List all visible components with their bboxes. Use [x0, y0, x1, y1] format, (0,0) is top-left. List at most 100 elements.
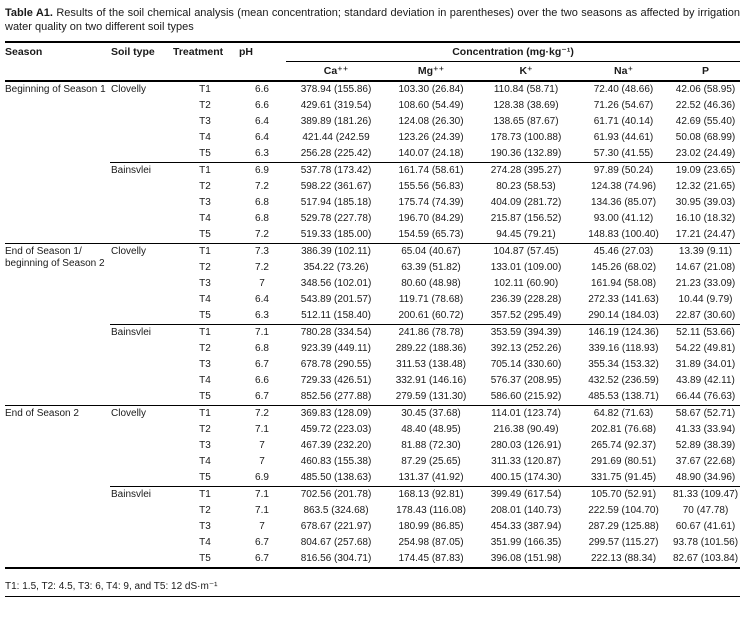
mg-cell: 140.07 (24.18) — [398, 148, 464, 159]
na-cell: 146.19 (124.36) — [576, 324, 671, 341]
ca-cell: 923.39 (449.11) — [301, 343, 371, 354]
mg-cell: 87.29 (25.65) — [401, 456, 461, 467]
k-cell: 128.38 (38.69) — [493, 100, 559, 111]
ca-cell: 386.39 (102.11) — [286, 243, 386, 260]
mg-cell: 279.59 (131.30) — [395, 391, 467, 402]
na-cell: 161.94 (58.08) — [590, 278, 657, 289]
treatment-cell: T1 — [172, 486, 238, 503]
treatment-cell: T4 — [199, 537, 211, 548]
treatment-cell: T5 — [199, 472, 211, 483]
treatment-cell: T5 — [199, 148, 211, 159]
ph-cell: 7.1 — [238, 486, 286, 503]
ph-cell: 6.7 — [255, 391, 269, 402]
treatment-cell: T5 — [199, 229, 211, 240]
table-caption-text: Results of the soil chemical analysis (m… — [5, 7, 740, 33]
ca-cell: 529.78 (227.78) — [300, 213, 372, 224]
p-cell: 10.44 (9.79) — [678, 294, 733, 305]
mg-cell: 155.56 (56.83) — [398, 181, 464, 192]
k-cell: 216.38 (90.49) — [493, 424, 559, 435]
ca-cell: 485.50 (138.63) — [300, 472, 372, 483]
mg-cell: 241.86 (78.78) — [386, 324, 476, 341]
season-cell: Beginning of Season 1 — [5, 84, 106, 95]
treatment-cell: T3 — [199, 359, 211, 370]
soil-type-cell: Clovelly — [111, 84, 147, 95]
ph-cell: 6.6 — [255, 100, 269, 111]
p-cell: 14.67 (21.08) — [675, 262, 736, 273]
ph-cell: 6.7 — [255, 359, 269, 370]
k-cell: 236.39 (228.28) — [490, 294, 562, 305]
ca-cell: 863.5 (324.68) — [303, 505, 369, 516]
treatment-cell: T4 — [199, 132, 211, 143]
mg-cell: 178.43 (116.08) — [396, 505, 466, 516]
mg-cell: 200.61 (60.72) — [398, 310, 464, 321]
p-cell: 19.09 (23.65) — [671, 162, 741, 179]
table-row: T4 6.4 543.89 (201.57) 119.71 (78.68) 236.39… — [5, 292, 740, 308]
treatment-cell: T2 — [199, 100, 211, 111]
k-cell: 215.87 (156.52) — [490, 213, 562, 224]
k-cell: 311.33 (120.87) — [491, 456, 561, 467]
ca-cell: 512.11 (158.40) — [301, 310, 371, 321]
table-row: Bainsvlei T1 7.1 702.56 (201.78) 168.13 (92.… — [5, 486, 741, 568]
treatment-cell: T4 — [199, 213, 211, 224]
ca-cell: 460.83 (155.38) — [300, 456, 372, 467]
treatment-cell: T2 — [199, 424, 211, 435]
na-cell: 331.75 (91.45) — [590, 472, 657, 483]
ca-cell: 354.22 (73.26) — [303, 262, 369, 273]
ca-cell: 369.83 (128.09) — [286, 405, 386, 422]
mg-cell: 180.99 (86.85) — [398, 521, 464, 532]
ph-cell: 6.8 — [255, 197, 269, 208]
table-row: T2 6.6 429.61 (319.54) 108.60 (54.49) 128.38… — [5, 98, 740, 114]
table-row: T2 7.1 863.5 (324.68) 178.43 (116.08) 208.01… — [5, 503, 740, 519]
na-cell: 290.14 (184.03) — [588, 310, 659, 321]
k-cell: 351.99 (166.35) — [490, 537, 562, 548]
k-cell: 94.45 (79.21) — [496, 229, 556, 240]
p-cell: 17.21 (24.47) — [675, 229, 736, 240]
na-cell: 148.83 (100.40) — [588, 229, 659, 240]
p-cell: 42.69 (55.40) — [675, 116, 736, 127]
ca-cell: 702.56 (201.78) — [286, 486, 386, 503]
p-cell: 21.23 (33.09) — [675, 278, 736, 289]
mg-cell: 48.40 (48.95) — [401, 424, 461, 435]
ca-cell: 678.67 (221.97) — [300, 521, 372, 532]
ph-cell: 7 — [259, 456, 265, 467]
table-row: Bainsvlei T1 6.9 537.78 (173.42) 161.74 (58.… — [5, 162, 741, 244]
k-cell: 705.14 (330.60) — [490, 359, 562, 370]
p-cell: 43.89 (42.11) — [676, 375, 735, 386]
ph-cell: 6.9 — [255, 472, 269, 483]
table-body: Beginning of Season 1 Clovelly T1 6.6 378.94… — [5, 81, 741, 568]
ph-cell: 7 — [259, 521, 265, 532]
mg-column-header: Mg⁺⁺ — [386, 61, 476, 82]
mg-cell: 81.88 (72.30) — [401, 440, 461, 451]
treatment-cell: T3 — [199, 116, 211, 127]
ph-cell: 6.4 — [255, 294, 269, 305]
ph-cell: 7.2 — [238, 405, 286, 422]
ph-cell: 7.2 — [255, 262, 269, 273]
mg-cell: 131.37 (41.92) — [398, 472, 464, 483]
table-row: T2 7.2 598.22 (361.67) 155.56 (56.83) 80.23 … — [5, 179, 740, 195]
k-cell: 138.65 (87.67) — [493, 116, 559, 127]
table-row: End of Season 2 Clovelly T1 7.2 369.83 (128.… — [5, 405, 741, 568]
ph-cell: 7 — [259, 440, 265, 451]
p-cell: 41.33 (33.94) — [675, 424, 736, 435]
p-cell: 31.89 (34.01) — [675, 359, 736, 370]
treatment-cell: T4 — [199, 456, 211, 467]
mg-cell: 154.59 (65.73) — [398, 229, 464, 240]
na-cell: 265.74 (92.37) — [590, 440, 657, 451]
table-row: T4 6.4 421.44 (242.59 123.26 (24.39) 178.73 … — [5, 130, 740, 146]
ph-cell: 6.9 — [238, 162, 286, 179]
ca-cell: 519.33 (185.00) — [300, 229, 372, 240]
ph-cell: 7 — [259, 278, 265, 289]
ca-cell: 804.67 (257.68) — [300, 537, 372, 548]
na-cell: 291.69 (80.51) — [590, 456, 657, 467]
p-cell: 60.67 (41.61) — [675, 521, 736, 532]
na-cell: 299.57 (115.27) — [588, 537, 659, 548]
k-cell: 133.01 (109.00) — [490, 262, 562, 273]
p-cell: 22.52 (46.36) — [675, 100, 736, 111]
ca-column-header: Ca⁺⁺ — [286, 61, 386, 82]
ph-cell: 7.2 — [255, 181, 269, 192]
ph-cell: 6.7 — [255, 537, 269, 548]
season-cell: End of Season 2 — [5, 405, 110, 568]
mg-cell: 123.26 (24.39) — [398, 132, 464, 143]
treatment-cell: T1 — [172, 243, 238, 260]
mg-cell: 289.22 (188.36) — [395, 343, 467, 354]
